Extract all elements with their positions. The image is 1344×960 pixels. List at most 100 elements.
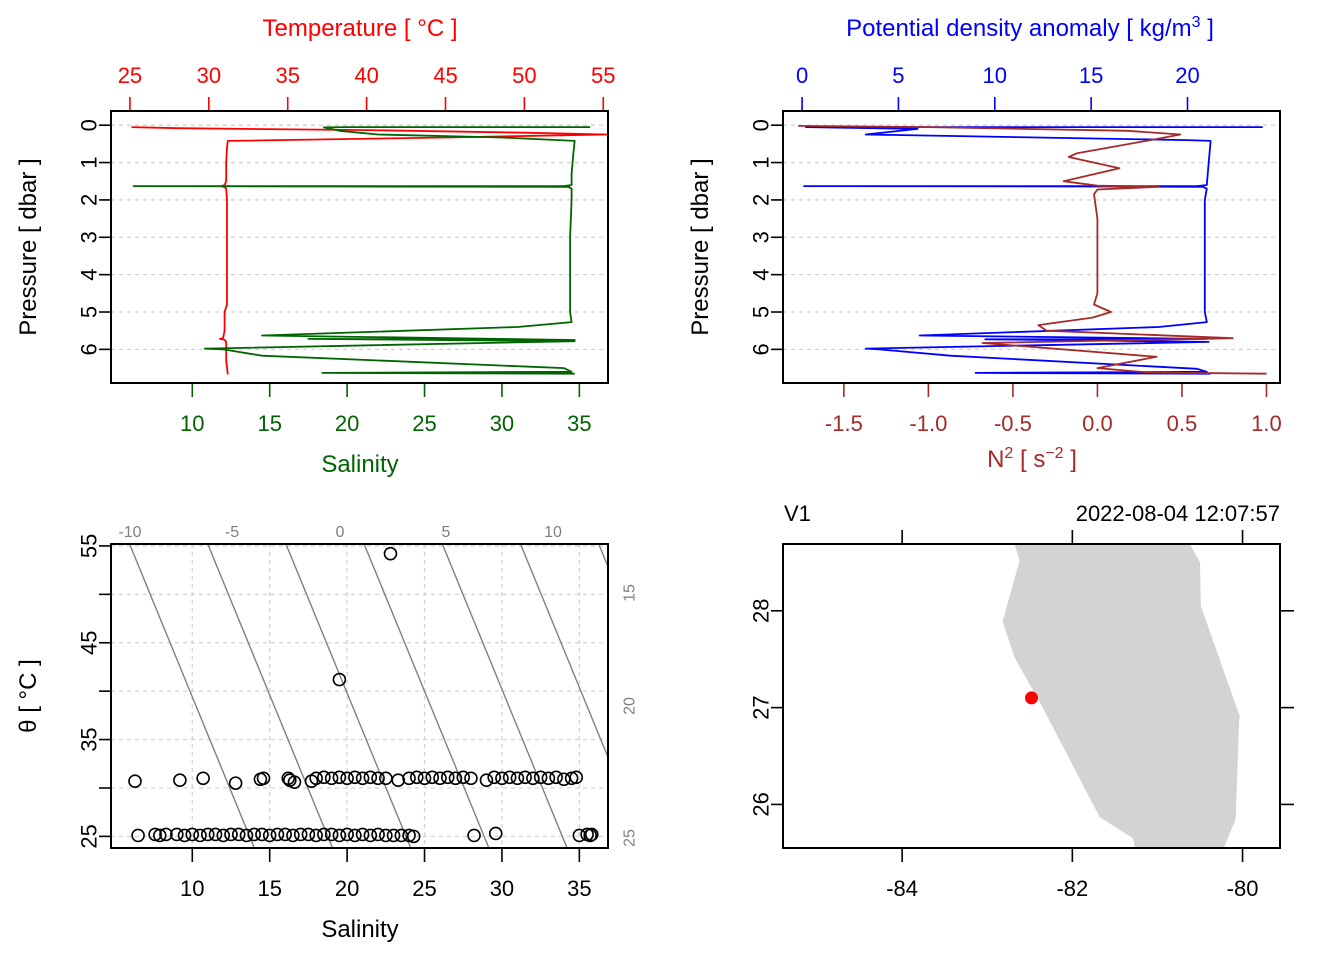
ts-point bbox=[332, 828, 347, 843]
n2-axis-title-exp1: 2 bbox=[1004, 445, 1013, 462]
isopycnal-line bbox=[363, 544, 490, 848]
grid-lines bbox=[111, 544, 608, 848]
lat-tick-label: 26 bbox=[749, 792, 774, 816]
station-time-label: 2022-08-04 12:07:57 bbox=[1076, 501, 1280, 526]
ts-point bbox=[287, 775, 302, 789]
x-tick-label: 20 bbox=[335, 876, 359, 901]
ts-point bbox=[262, 828, 277, 843]
profile-lines bbox=[798, 125, 1267, 375]
y-tick-label: 6 bbox=[77, 343, 102, 355]
ts-point bbox=[433, 771, 447, 786]
y-tick-label: 3 bbox=[77, 231, 102, 243]
y-tick-label: 0 bbox=[749, 119, 774, 131]
top-tick-label: 30 bbox=[197, 63, 221, 88]
ts-point bbox=[488, 826, 503, 841]
ts-point bbox=[128, 774, 142, 788]
station-marker bbox=[1025, 691, 1038, 705]
station-dot bbox=[1025, 691, 1038, 705]
ts-point bbox=[510, 771, 525, 786]
isopycnal-line bbox=[441, 544, 568, 848]
ts-point bbox=[502, 770, 517, 785]
density-axis-title-exp: 3 bbox=[1192, 14, 1201, 31]
panel-station-map: V1 2022-08-04 12:07:57 -84 -82 -80 26 27 28 bbox=[749, 501, 1294, 901]
panel-temperature-salinity-profile: Temperature [ °C ] Salinity Pressure [ d… bbox=[15, 15, 616, 478]
ts-point bbox=[309, 771, 323, 786]
ts-point bbox=[383, 546, 398, 561]
axis-ticks: 0 1 2 3 4 5 6 0 5 10 15 20 -1.5 -1.0 -0.5 0.0 0.5 1.0 bbox=[749, 63, 1282, 436]
top-tick-label: 5 bbox=[892, 63, 904, 88]
ts-point bbox=[348, 828, 362, 843]
bottom-tick-label: -1.0 bbox=[909, 411, 947, 436]
ts-point bbox=[355, 827, 370, 842]
ts-point bbox=[173, 773, 187, 788]
ts-point bbox=[448, 771, 463, 786]
y-tick-label: 4 bbox=[749, 269, 774, 281]
x-tick-label: 25 bbox=[412, 876, 436, 901]
ts-point bbox=[170, 827, 184, 842]
isopycnal-lines bbox=[128, 544, 608, 848]
profile-lines bbox=[131, 126, 608, 375]
lon-tick-label: -80 bbox=[1227, 876, 1259, 901]
series-line-potential-density-anomaly bbox=[803, 126, 1263, 375]
n2-axis-title-close: ] bbox=[1064, 446, 1077, 473]
ts-point bbox=[231, 827, 246, 842]
ts-point bbox=[541, 771, 556, 786]
top-tick-label: 20 bbox=[1175, 63, 1199, 88]
ts-point bbox=[467, 828, 481, 843]
land-polygon bbox=[1002, 544, 1240, 848]
ts-points bbox=[128, 546, 599, 844]
ts-point bbox=[440, 770, 455, 785]
isopycnal-line bbox=[128, 544, 256, 848]
panel-density-n2-profile: Potential density anomaly [ kg/m3 ] N2 [… bbox=[687, 14, 1282, 473]
ts-point bbox=[317, 770, 331, 785]
theta-axis-title: θ [ °C ] bbox=[15, 659, 42, 733]
isopycnal-line bbox=[285, 544, 412, 848]
ts-point bbox=[564, 771, 579, 786]
lat-tick-label: 28 bbox=[749, 599, 774, 623]
ts-point bbox=[406, 829, 421, 844]
ts-point bbox=[131, 828, 145, 843]
series-line-salinity bbox=[132, 126, 591, 375]
y-tick-label: 1 bbox=[749, 156, 774, 168]
y-tick-label: 25 bbox=[77, 824, 102, 848]
ts-point bbox=[479, 773, 494, 788]
ts-point bbox=[228, 776, 243, 790]
ts-point bbox=[200, 827, 215, 842]
salinity-axis-title: Salinity bbox=[321, 916, 398, 943]
y-tick-label: 2 bbox=[749, 194, 774, 206]
ts-point bbox=[526, 771, 540, 786]
ts-point bbox=[495, 771, 509, 786]
lat-tick-label: 27 bbox=[749, 695, 774, 719]
isopycnal-label-right: 25 bbox=[622, 829, 639, 847]
y-tick-label: 5 bbox=[749, 306, 774, 318]
ts-point bbox=[363, 828, 378, 843]
top-tick-label: 10 bbox=[983, 63, 1007, 88]
top-tick-label: 25 bbox=[118, 63, 142, 88]
n2-axis-title: N2 [ s−2 ] bbox=[987, 445, 1077, 473]
density-axis-title-text: Potential density anomaly [ kg/m bbox=[846, 15, 1192, 42]
ts-point bbox=[247, 827, 262, 842]
bottom-tick-label: 0.5 bbox=[1167, 411, 1198, 436]
ts-point bbox=[417, 771, 432, 786]
y-tick-label: 4 bbox=[77, 269, 102, 281]
ts-point bbox=[256, 771, 271, 786]
salinity-axis-title: Salinity bbox=[321, 451, 398, 478]
isopycnal-line bbox=[597, 544, 608, 569]
ts-point bbox=[148, 827, 162, 842]
density-axis-title-close: ] bbox=[1201, 15, 1214, 42]
bottom-tick-label: 35 bbox=[567, 411, 591, 436]
ts-point bbox=[402, 828, 416, 843]
ts-point bbox=[340, 771, 354, 786]
plot-frame bbox=[782, 110, 1281, 384]
series-line-n2 bbox=[798, 125, 1267, 375]
isopycnal-label-top: -10 bbox=[118, 524, 141, 541]
lon-tick-label: -82 bbox=[1056, 876, 1088, 901]
y-tick-label: 5 bbox=[77, 306, 102, 318]
ts-point bbox=[332, 770, 347, 785]
x-tick-label: 15 bbox=[257, 876, 281, 901]
ts-point bbox=[379, 828, 393, 843]
bottom-tick-label: 0.0 bbox=[1082, 411, 1113, 436]
y-tick-label: 2 bbox=[77, 194, 102, 206]
